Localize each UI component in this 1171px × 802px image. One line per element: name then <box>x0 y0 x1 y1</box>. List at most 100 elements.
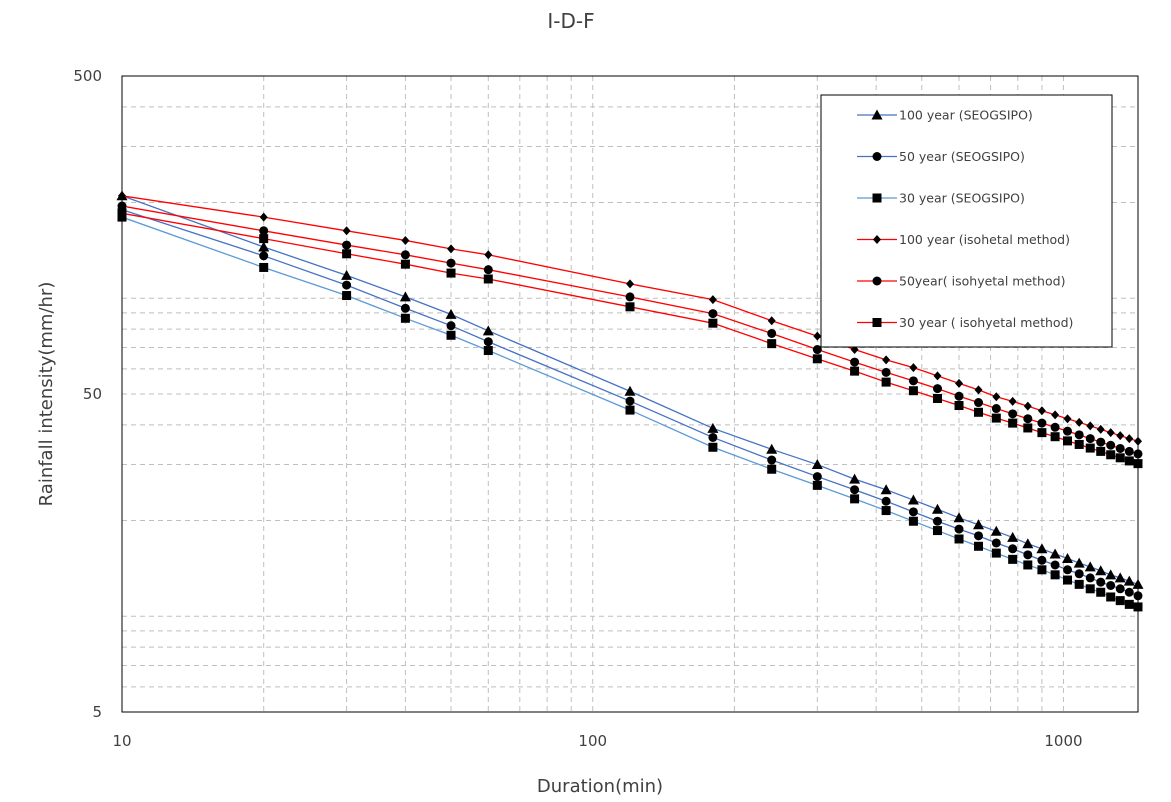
data-point <box>974 541 984 551</box>
data-point <box>1063 436 1073 446</box>
data-point <box>259 226 269 236</box>
data-point <box>483 346 493 356</box>
legend-box <box>820 94 1113 348</box>
data-point <box>1095 565 1107 576</box>
data-point <box>259 212 268 222</box>
data-point <box>1037 406 1046 416</box>
data-point <box>767 464 777 474</box>
x-axis-title: Duration(min) <box>537 776 663 797</box>
data-point <box>1062 552 1074 563</box>
data-point <box>849 473 861 484</box>
data-point <box>1106 428 1115 438</box>
data-point <box>1106 592 1116 602</box>
data-point <box>932 526 942 536</box>
data-point <box>342 291 352 301</box>
data-point <box>1037 428 1047 438</box>
data-point <box>909 363 918 373</box>
data-point <box>881 367 891 377</box>
data-point <box>1132 578 1144 589</box>
data-point <box>1133 591 1143 601</box>
data-point <box>625 396 635 406</box>
data-point <box>1063 575 1073 585</box>
data-point <box>907 494 919 505</box>
data-point <box>626 279 634 289</box>
data-point <box>1105 569 1117 580</box>
data-point <box>118 191 126 201</box>
data-point <box>881 496 891 506</box>
data-point <box>813 331 822 341</box>
data-point <box>401 235 410 245</box>
series-1 <box>116 190 1144 589</box>
data-point <box>1124 456 1134 466</box>
data-point <box>812 472 822 482</box>
data-point <box>1037 418 1047 428</box>
data-point <box>1096 424 1105 434</box>
data-point <box>932 393 942 403</box>
data-point <box>400 303 410 313</box>
y-tick-label: 50 <box>83 385 102 403</box>
data-point <box>1023 414 1033 424</box>
data-point <box>908 376 918 386</box>
data-point <box>812 354 822 364</box>
data-point <box>484 250 493 260</box>
data-point <box>342 249 352 259</box>
data-point <box>483 274 493 284</box>
data-point <box>954 401 964 411</box>
legend-label: 50 year (SEOGSIPO) <box>899 149 1025 164</box>
data-point <box>812 345 822 355</box>
data-point <box>1074 439 1084 449</box>
data-point <box>483 337 493 347</box>
data-point <box>1023 550 1033 560</box>
data-point <box>1063 426 1073 436</box>
data-point <box>1106 450 1116 460</box>
data-point <box>954 391 964 401</box>
data-point <box>1036 543 1048 554</box>
data-point <box>1106 440 1116 450</box>
legend-label: 100 year (isohetal method) <box>899 232 1070 247</box>
series-6 <box>117 208 1143 469</box>
data-point <box>1115 596 1125 606</box>
data-point <box>908 386 918 396</box>
data-point <box>881 506 891 516</box>
data-point <box>1084 561 1096 572</box>
x-tick-label: 1000 <box>1044 732 1082 750</box>
data-point <box>767 316 776 326</box>
data-point <box>259 262 269 272</box>
data-point <box>1125 434 1134 444</box>
data-point <box>1051 410 1060 420</box>
data-point <box>1124 587 1134 597</box>
data-point <box>483 265 493 275</box>
data-point <box>1050 570 1060 580</box>
data-point <box>259 234 269 244</box>
data-point <box>812 480 822 490</box>
data-point <box>1008 396 1017 406</box>
data-point <box>767 455 777 465</box>
legend-entry: 30 year ( isohyetal method) <box>857 315 1073 330</box>
legend-entry: 100 year (isohetal method) <box>857 232 1070 247</box>
data-point <box>974 531 984 541</box>
data-point <box>1023 423 1033 433</box>
data-point <box>625 405 635 415</box>
data-point <box>342 226 351 236</box>
data-point <box>447 244 456 254</box>
data-point <box>1075 417 1084 427</box>
series-3 <box>117 212 1143 612</box>
series-4 <box>118 191 1142 446</box>
series-5 <box>117 201 1143 459</box>
legend-marker <box>872 276 882 286</box>
data-point <box>342 240 352 250</box>
data-point <box>400 259 410 269</box>
data-point <box>990 525 1002 536</box>
data-point <box>1096 587 1106 597</box>
data-point <box>446 321 456 331</box>
data-point <box>1023 560 1033 570</box>
data-point <box>908 516 918 526</box>
data-point <box>707 422 719 433</box>
data-point <box>1133 602 1143 612</box>
data-point <box>954 524 964 534</box>
data-point <box>1085 573 1095 583</box>
data-point <box>1074 569 1084 579</box>
data-point <box>708 309 718 319</box>
data-point <box>624 385 636 396</box>
